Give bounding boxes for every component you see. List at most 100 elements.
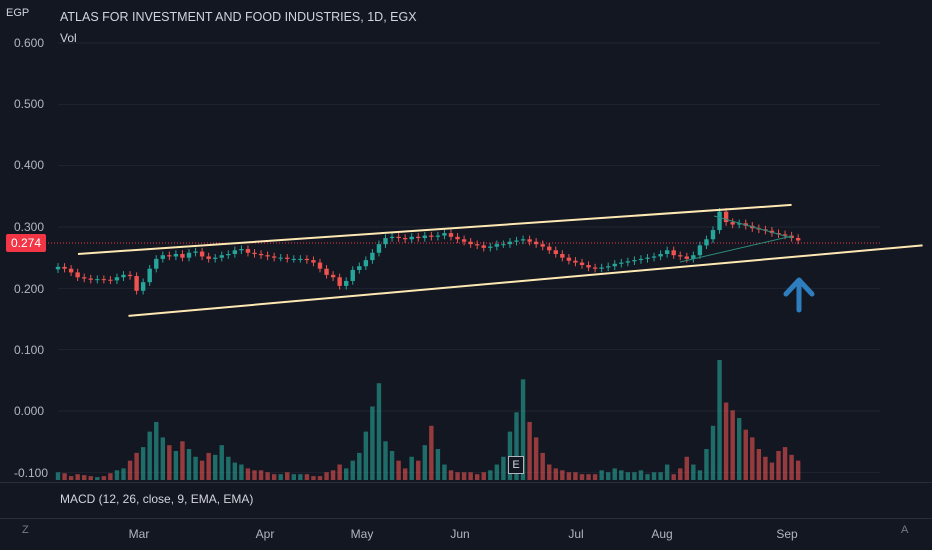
x-tick-label: Apr (255, 527, 275, 541)
volume-bar (723, 402, 729, 480)
volume-bar (481, 472, 486, 480)
y-tick-label: 0.600 (14, 36, 45, 50)
macd-indicator-label[interactable]: MACD (12, 26, close, 9, EMA, EMA) (60, 492, 254, 506)
volume-bar (756, 449, 762, 480)
pane-separator[interactable] (0, 482, 932, 483)
y-tick-label: -0.100 (14, 466, 49, 480)
volume-bar (527, 421, 532, 480)
volume-bar (501, 456, 506, 480)
volume-bar (304, 474, 310, 480)
volume-bar (173, 450, 179, 480)
volume-bar (88, 476, 93, 480)
candle-body (435, 235, 441, 237)
candle-body (579, 262, 585, 266)
volume-bar (579, 474, 585, 480)
volume-bar (278, 474, 283, 480)
candle-body (737, 223, 742, 225)
candle-body (173, 253, 179, 257)
candle-body (357, 266, 362, 270)
candle-body (239, 249, 244, 251)
timezone-button[interactable]: Z (22, 524, 29, 536)
candle-body (114, 277, 120, 281)
candle-body (422, 235, 427, 239)
candle-body (501, 244, 506, 246)
candle-body (304, 258, 310, 261)
candle-body (547, 246, 552, 251)
volume-bar (114, 470, 120, 480)
volume-bar (68, 476, 74, 480)
candle-body (344, 280, 349, 286)
candle-body (147, 268, 152, 283)
volume-bar (697, 470, 703, 480)
volume-bar (357, 452, 362, 480)
candle-body (645, 257, 650, 259)
volume-bar (101, 476, 107, 480)
candle-body (514, 240, 519, 242)
candle-body (278, 257, 283, 259)
volume-bar (55, 472, 61, 480)
volume-bar (271, 474, 277, 480)
candle-body (101, 279, 107, 281)
volume-bar (226, 456, 231, 480)
volume-bar (199, 460, 205, 480)
candle-body (311, 260, 316, 263)
candle-body (193, 251, 198, 253)
volume-bar (291, 474, 296, 480)
candle-body (697, 245, 703, 256)
earnings-badge[interactable]: E (508, 456, 524, 474)
pennant-upper-line (713, 215, 793, 239)
candle-body (684, 256, 689, 259)
volume-bar (743, 429, 748, 480)
candle-body (468, 241, 473, 245)
candle-body (612, 263, 617, 267)
candle-body (540, 244, 545, 247)
volume-bar (520, 379, 526, 480)
volume-bar (776, 450, 781, 480)
volume-bar (409, 456, 414, 480)
candle-body (55, 266, 61, 270)
volume-bar (514, 412, 519, 480)
auto-scale-button[interactable]: A (901, 524, 909, 536)
candle-body (795, 238, 801, 241)
candle-body (75, 272, 80, 278)
candle-body (258, 253, 264, 256)
candle-body (573, 260, 578, 263)
candle-body (651, 256, 657, 258)
volume-bar (638, 470, 644, 480)
volume-bar (429, 425, 434, 480)
candle-body (121, 274, 126, 278)
candle-body (95, 279, 100, 281)
candle-body (691, 255, 696, 259)
volume-bar (252, 470, 257, 480)
candle-body (520, 239, 526, 241)
volume-bar (422, 445, 427, 480)
volume-bar (599, 470, 604, 480)
candle-body (507, 241, 513, 245)
candle-body (632, 260, 637, 262)
volume-bar (337, 464, 342, 480)
candle-body (494, 244, 500, 247)
candle-body (363, 260, 369, 267)
y-tick-label: 0.100 (14, 343, 45, 357)
candle-body (154, 258, 159, 269)
candle-body (140, 282, 146, 291)
candle-body (592, 267, 598, 269)
volume-bar (710, 425, 716, 480)
volume-bar (488, 470, 493, 480)
volume-bar (363, 431, 369, 480)
channel-upper-line (77, 203, 792, 255)
candle-body (723, 211, 729, 223)
volume-bar (206, 452, 211, 480)
candle-body (730, 222, 735, 225)
candle-body (370, 252, 375, 261)
candle-body (134, 276, 139, 291)
candle-body (527, 239, 532, 242)
volume-bar (285, 472, 290, 480)
volume-indicator-label[interactable]: Vol (60, 31, 77, 45)
candle-body (265, 255, 270, 257)
candle-body (416, 236, 421, 239)
volume-bar (389, 450, 395, 480)
candle-body (337, 277, 342, 286)
y-tick-label: 0.400 (14, 158, 45, 172)
